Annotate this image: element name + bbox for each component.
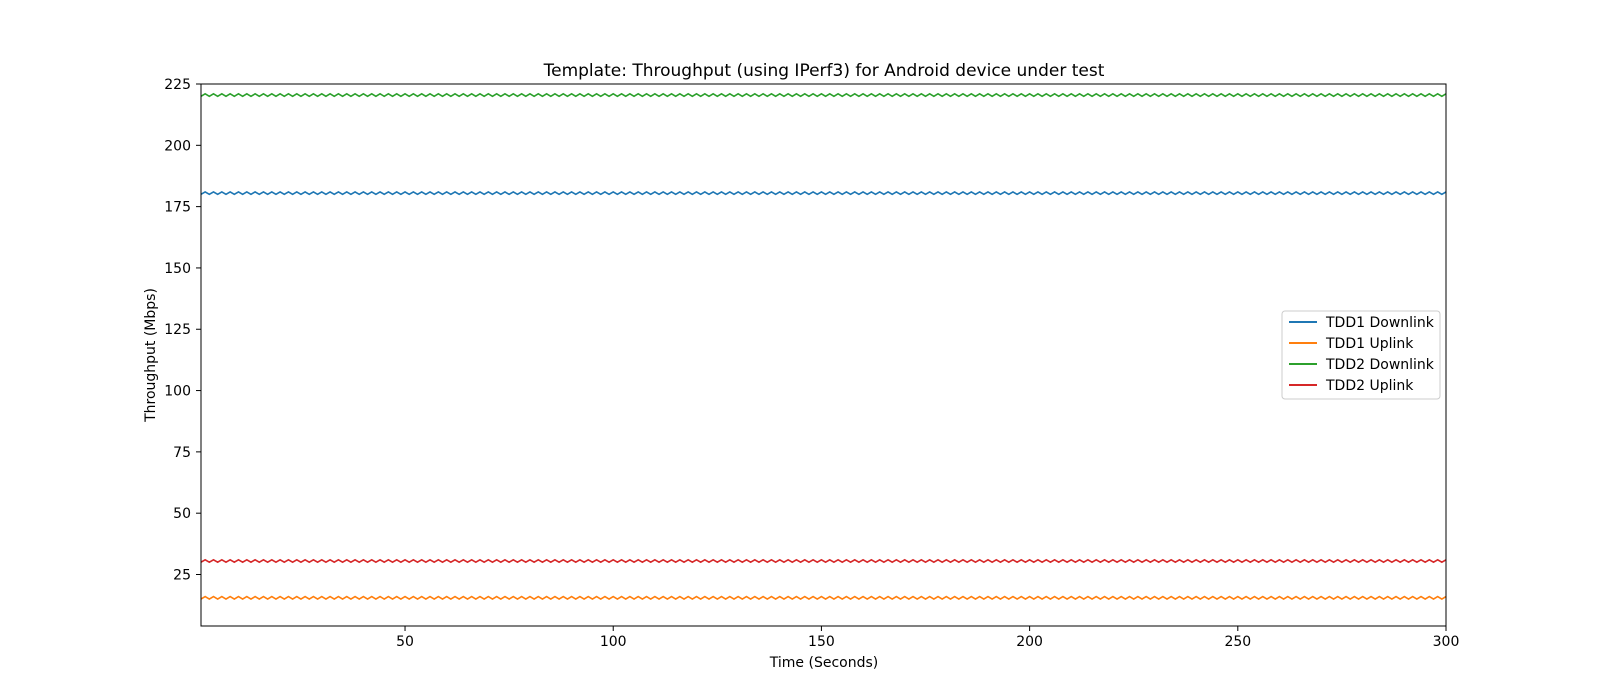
legend-label: TDD2 Downlink xyxy=(1325,357,1435,373)
x-tick-label: 100 xyxy=(600,634,627,650)
y-tick-label: 200 xyxy=(164,138,191,154)
legend-frame xyxy=(1281,310,1441,400)
y-tick-label: 75 xyxy=(173,445,191,461)
series-line-3 xyxy=(201,92,1446,98)
y-axis-ticks: 25 50 75 100 125 150 175 200 225 xyxy=(164,77,201,583)
legend-entry: TDD2 Uplink xyxy=(1289,378,1414,394)
y-tick-label: 225 xyxy=(164,77,191,93)
axes-frame xyxy=(200,83,1447,627)
x-axis-ticks: 50 100 150 200 250 300 xyxy=(396,626,1459,650)
y-tick-label: 25 xyxy=(173,567,191,583)
x-tick-label: 50 xyxy=(396,634,414,650)
legend-label: TDD2 Uplink xyxy=(1325,378,1414,394)
series-layer xyxy=(201,92,1446,600)
legend-entry: TDD1 Uplink xyxy=(1289,336,1414,352)
legend-label: TDD1 Downlink xyxy=(1325,315,1435,331)
y-tick-label: 125 xyxy=(164,322,191,338)
series-line-1 xyxy=(201,190,1446,196)
legend-label: TDD1 Uplink xyxy=(1325,336,1414,352)
x-tick-label: 200 xyxy=(1016,634,1043,650)
plot-area xyxy=(200,83,1447,627)
y-tick-label: 50 xyxy=(173,506,191,522)
y-tick-label: 175 xyxy=(164,200,191,216)
legend-entry: TDD2 Downlink xyxy=(1289,357,1435,373)
x-tick-label: 300 xyxy=(1433,634,1460,650)
x-tick-label: 150 xyxy=(808,634,835,650)
y-axis-label: Throughput (Mbps) xyxy=(143,288,159,423)
y-tick-label: 100 xyxy=(164,384,191,400)
x-axis-label: Time (Seconds) xyxy=(769,655,878,671)
series-line-4 xyxy=(201,558,1446,564)
x-tick-label: 250 xyxy=(1224,634,1251,650)
y-tick-label: 150 xyxy=(164,261,191,277)
legend: TDD1 Downlink TDD1 Uplink TDD2 Downlink TDD… xyxy=(1281,310,1441,400)
series-line-2 xyxy=(201,595,1446,600)
chart-title: Template: Throughput (using IPerf3) for … xyxy=(543,61,1105,81)
legend-entry: TDD1 Downlink xyxy=(1289,315,1435,331)
